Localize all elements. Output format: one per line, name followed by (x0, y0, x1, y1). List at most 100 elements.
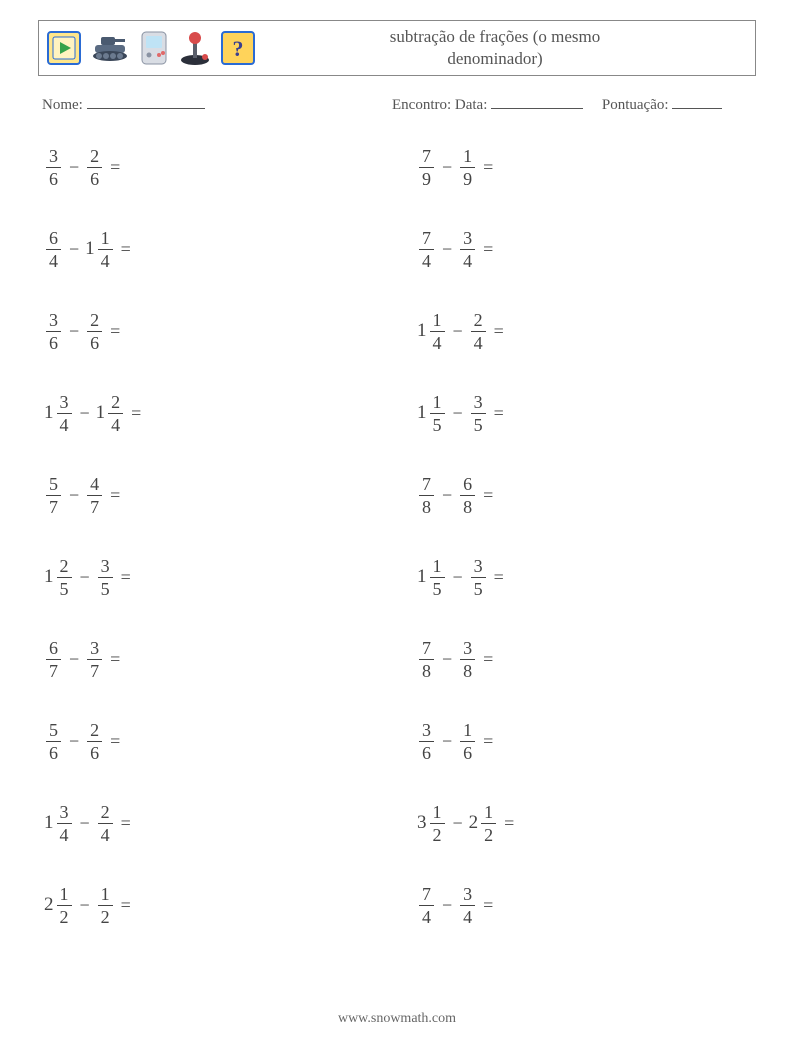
numerator: 1 (98, 885, 113, 906)
denominator: 6 (46, 168, 61, 188)
denominator: 4 (419, 250, 434, 270)
equals: = (483, 731, 493, 752)
fraction: 34 (57, 393, 72, 434)
score-label: Pontuação: (602, 97, 669, 113)
denominator: 4 (430, 332, 445, 352)
denominator: 4 (46, 250, 61, 270)
denominator: 4 (108, 414, 123, 434)
denominator: 5 (471, 578, 486, 598)
equals: = (483, 239, 493, 260)
numerator: 6 (46, 639, 61, 660)
equals: = (110, 321, 120, 342)
date-blank (491, 94, 583, 109)
fraction: 14 (430, 311, 445, 352)
fraction: 26 (87, 147, 102, 188)
fraction: 57 (46, 475, 61, 516)
title-line-2: denominador) (447, 49, 542, 68)
fraction: 74 (419, 229, 434, 270)
meta-right: Encontro: Data: Pontuação: (392, 94, 752, 114)
problem: 115−35= (417, 388, 750, 438)
problem: 115−35 = (417, 552, 750, 602)
problem: 74−34= (417, 224, 750, 274)
denominator: 7 (46, 660, 61, 680)
numerator: 1 (430, 393, 445, 414)
denominator: 9 (419, 168, 434, 188)
denominator: 4 (460, 906, 475, 926)
denominator: 5 (430, 414, 445, 434)
whole-part: 2 (44, 894, 54, 916)
minus-operator: − (80, 895, 90, 916)
fraction: 68 (460, 475, 475, 516)
whole-part: 1 (417, 566, 427, 588)
equals: = (494, 567, 504, 588)
numerator: 1 (430, 311, 445, 332)
problem: 36−26= (44, 306, 377, 356)
fraction: 38 (460, 639, 475, 680)
equals: = (131, 403, 141, 424)
numerator: 3 (46, 147, 61, 168)
minus-operator: − (69, 157, 79, 178)
numerator: 2 (87, 721, 102, 742)
fraction: 47 (87, 475, 102, 516)
denominator: 6 (46, 742, 61, 762)
meta-name: Nome: (42, 94, 392, 114)
equals: = (483, 157, 493, 178)
problem: 36−26= (44, 142, 377, 192)
whole-part: 1 (44, 566, 54, 588)
joystick-icon (179, 30, 211, 66)
fraction: 35 (471, 557, 486, 598)
whole-part: 1 (44, 402, 54, 424)
fraction: 36 (46, 311, 61, 352)
name-blank (87, 94, 205, 109)
numerator: 1 (460, 721, 475, 742)
fraction: 14 (98, 229, 113, 270)
problem: 36−16= (417, 716, 750, 766)
numerator: 5 (46, 721, 61, 742)
equals: = (121, 813, 131, 834)
problem: 134−24= (44, 798, 377, 848)
denominator: 4 (57, 824, 72, 844)
fraction: 67 (46, 639, 61, 680)
minus-operator: − (442, 157, 452, 178)
fraction: 26 (87, 721, 102, 762)
header-icons: ? (39, 30, 255, 66)
denominator: 6 (460, 742, 475, 762)
worksheet-page: ? subtração de frações (o mesmo denomina… (0, 0, 794, 1053)
equals: = (110, 731, 120, 752)
minus-operator: − (453, 321, 463, 342)
fraction: 12 (430, 803, 445, 844)
equals: = (121, 895, 131, 916)
denominator: 5 (471, 414, 486, 434)
equals: = (121, 239, 131, 260)
tank-icon (91, 33, 129, 63)
minus-operator: − (69, 649, 79, 670)
problem: 125−35= (44, 552, 377, 602)
numerator: 3 (57, 803, 72, 824)
denominator: 8 (460, 496, 475, 516)
footer: www.snowmath.com (0, 1011, 794, 1027)
equals: = (483, 895, 493, 916)
minus-operator: − (442, 895, 452, 916)
fraction: 24 (98, 803, 113, 844)
minus-operator: − (442, 649, 452, 670)
numerator: 4 (87, 475, 102, 496)
problem: 312−212= (417, 798, 750, 848)
minus-operator: − (69, 321, 79, 342)
fraction: 25 (57, 557, 72, 598)
fraction: 15 (430, 557, 445, 598)
denominator: 4 (98, 250, 113, 270)
denominator: 2 (430, 824, 445, 844)
minus-operator: − (453, 567, 463, 588)
date-label: Encontro: Data: (392, 97, 487, 113)
fraction: 19 (460, 147, 475, 188)
whole-part: 1 (96, 402, 106, 424)
denominator: 4 (471, 332, 486, 352)
denominator: 5 (57, 578, 72, 598)
play-icon (47, 31, 81, 65)
problem: 212−12= (44, 880, 377, 930)
problem: 67−37= (44, 634, 377, 684)
numerator: 2 (57, 557, 72, 578)
numerator: 3 (460, 639, 475, 660)
numerator: 3 (471, 557, 486, 578)
svg-text:?: ? (233, 36, 244, 61)
